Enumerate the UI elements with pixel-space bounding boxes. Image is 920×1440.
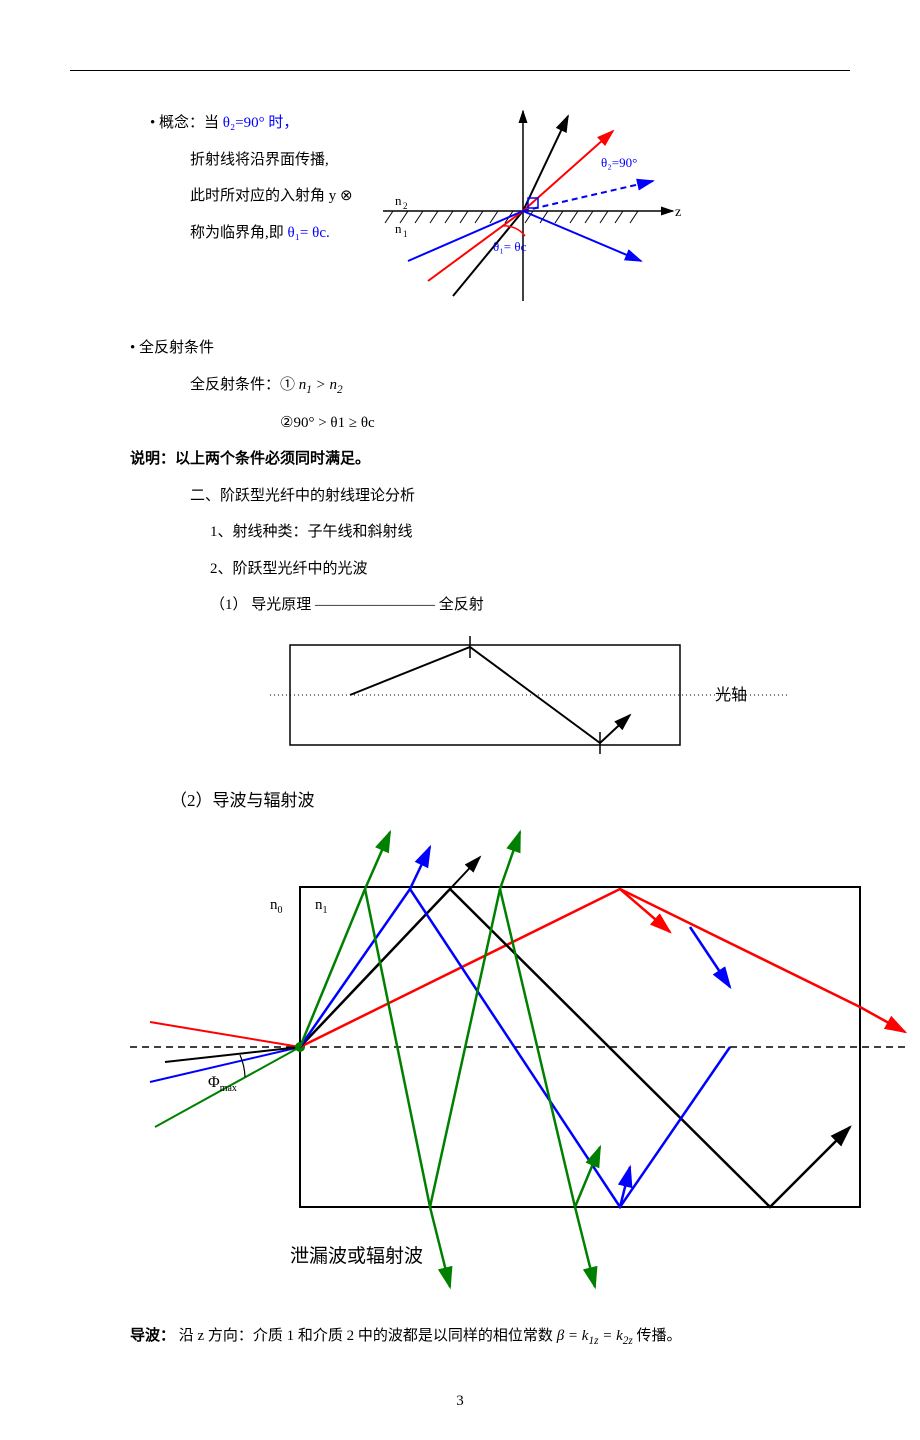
sec221c: 全反射	[439, 597, 484, 613]
svg-text:n1: n1	[315, 897, 328, 916]
bottom-a: 导波：	[130, 1328, 175, 1344]
svg-text:n: n	[395, 193, 402, 208]
svg-text:Φmax: Φmax	[208, 1074, 237, 1094]
fig1-critical-angle: n 2 n 1 z θ₂=90° θ₁= θc	[353, 101, 693, 326]
svg-text:n0: n0	[270, 897, 283, 916]
tir-cond-label: 全反射条件：①	[190, 377, 295, 393]
tir-header: • 全反射条件	[130, 334, 850, 363]
tir-cond-2: ②90° > θ1 ≥ θc	[280, 409, 850, 438]
optical-axis-label: 光轴	[715, 686, 747, 704]
section-2-title: 二、阶跃型光纤中的射线理论分析	[190, 482, 850, 511]
concept-shi: 时，	[268, 115, 298, 131]
svg-text:z: z	[675, 205, 681, 220]
svg-text:θ₂=90°: θ₂=90°	[601, 155, 637, 170]
concept-line-2: 折射线将沿界面传播,	[190, 146, 353, 175]
top-rule	[70, 70, 850, 71]
l3a: 此时所对应的入射角	[190, 188, 329, 204]
note-both-conditions: 说明：以上两个条件必须同时满足。	[130, 445, 850, 474]
concept-line-4: 称为临界角,即 θ₁= θc.	[190, 219, 353, 248]
sec221b: ————————	[315, 597, 435, 613]
svg-text:θ₁= θc: θ₁= θc	[493, 239, 527, 254]
sec221a: （1） 导光原理	[210, 597, 315, 613]
section-2-1: 1、射线种类：子午线和斜射线	[210, 518, 850, 547]
l3b: y ⊗	[329, 188, 353, 204]
n1-gt-n2: n1 > n2	[299, 377, 343, 393]
beta-eq: β = k1z = k2z	[557, 1328, 633, 1344]
concept-bullet: • 概念：当	[150, 115, 223, 131]
section-2-2: 2、阶跃型光纤中的光波	[210, 555, 850, 584]
concept-row: • 概念：当 θ₂=90° 时， 折射线将沿界面传播, 此时所对应的入射角 y …	[70, 101, 850, 326]
svg-text:1: 1	[403, 229, 408, 239]
section-2-2-2: （2）导波与辐射波	[170, 785, 850, 817]
svg-text:2: 2	[403, 201, 408, 211]
concept-line-1: • 概念：当 θ₂=90° 时，	[150, 109, 353, 138]
l4a: 称为临界角,即	[190, 225, 284, 241]
page-number: 3	[70, 1393, 850, 1410]
guided-wave-desc: 导波： 沿 z 方向：介质 1 和介质 2 中的波都是以同样的相位常数 β = …	[130, 1322, 850, 1352]
svg-text:n: n	[395, 221, 402, 236]
bottom-b: 沿 z 方向：介质 1 和介质 2 中的波都是以同样的相位常数	[179, 1328, 557, 1344]
tir-cond-1: 全反射条件：① n1 > n2	[190, 371, 850, 401]
fig2-guiding-principle: 光轴	[270, 630, 850, 765]
theta2-eq-90: θ₂=90°	[223, 115, 265, 131]
bottom-c: 传播。	[637, 1328, 682, 1344]
section-2-2-1: （1） 导光原理 ———————— 全反射	[210, 591, 850, 620]
leak-wave-label: 泄漏波或辐射波	[290, 1245, 423, 1267]
concept-line-3: 此时所对应的入射角 y ⊗	[190, 182, 353, 211]
l4b: θ₁= θc.	[288, 225, 330, 241]
fig3-guided-radiated: n0 n1 Φmax	[130, 827, 850, 1312]
